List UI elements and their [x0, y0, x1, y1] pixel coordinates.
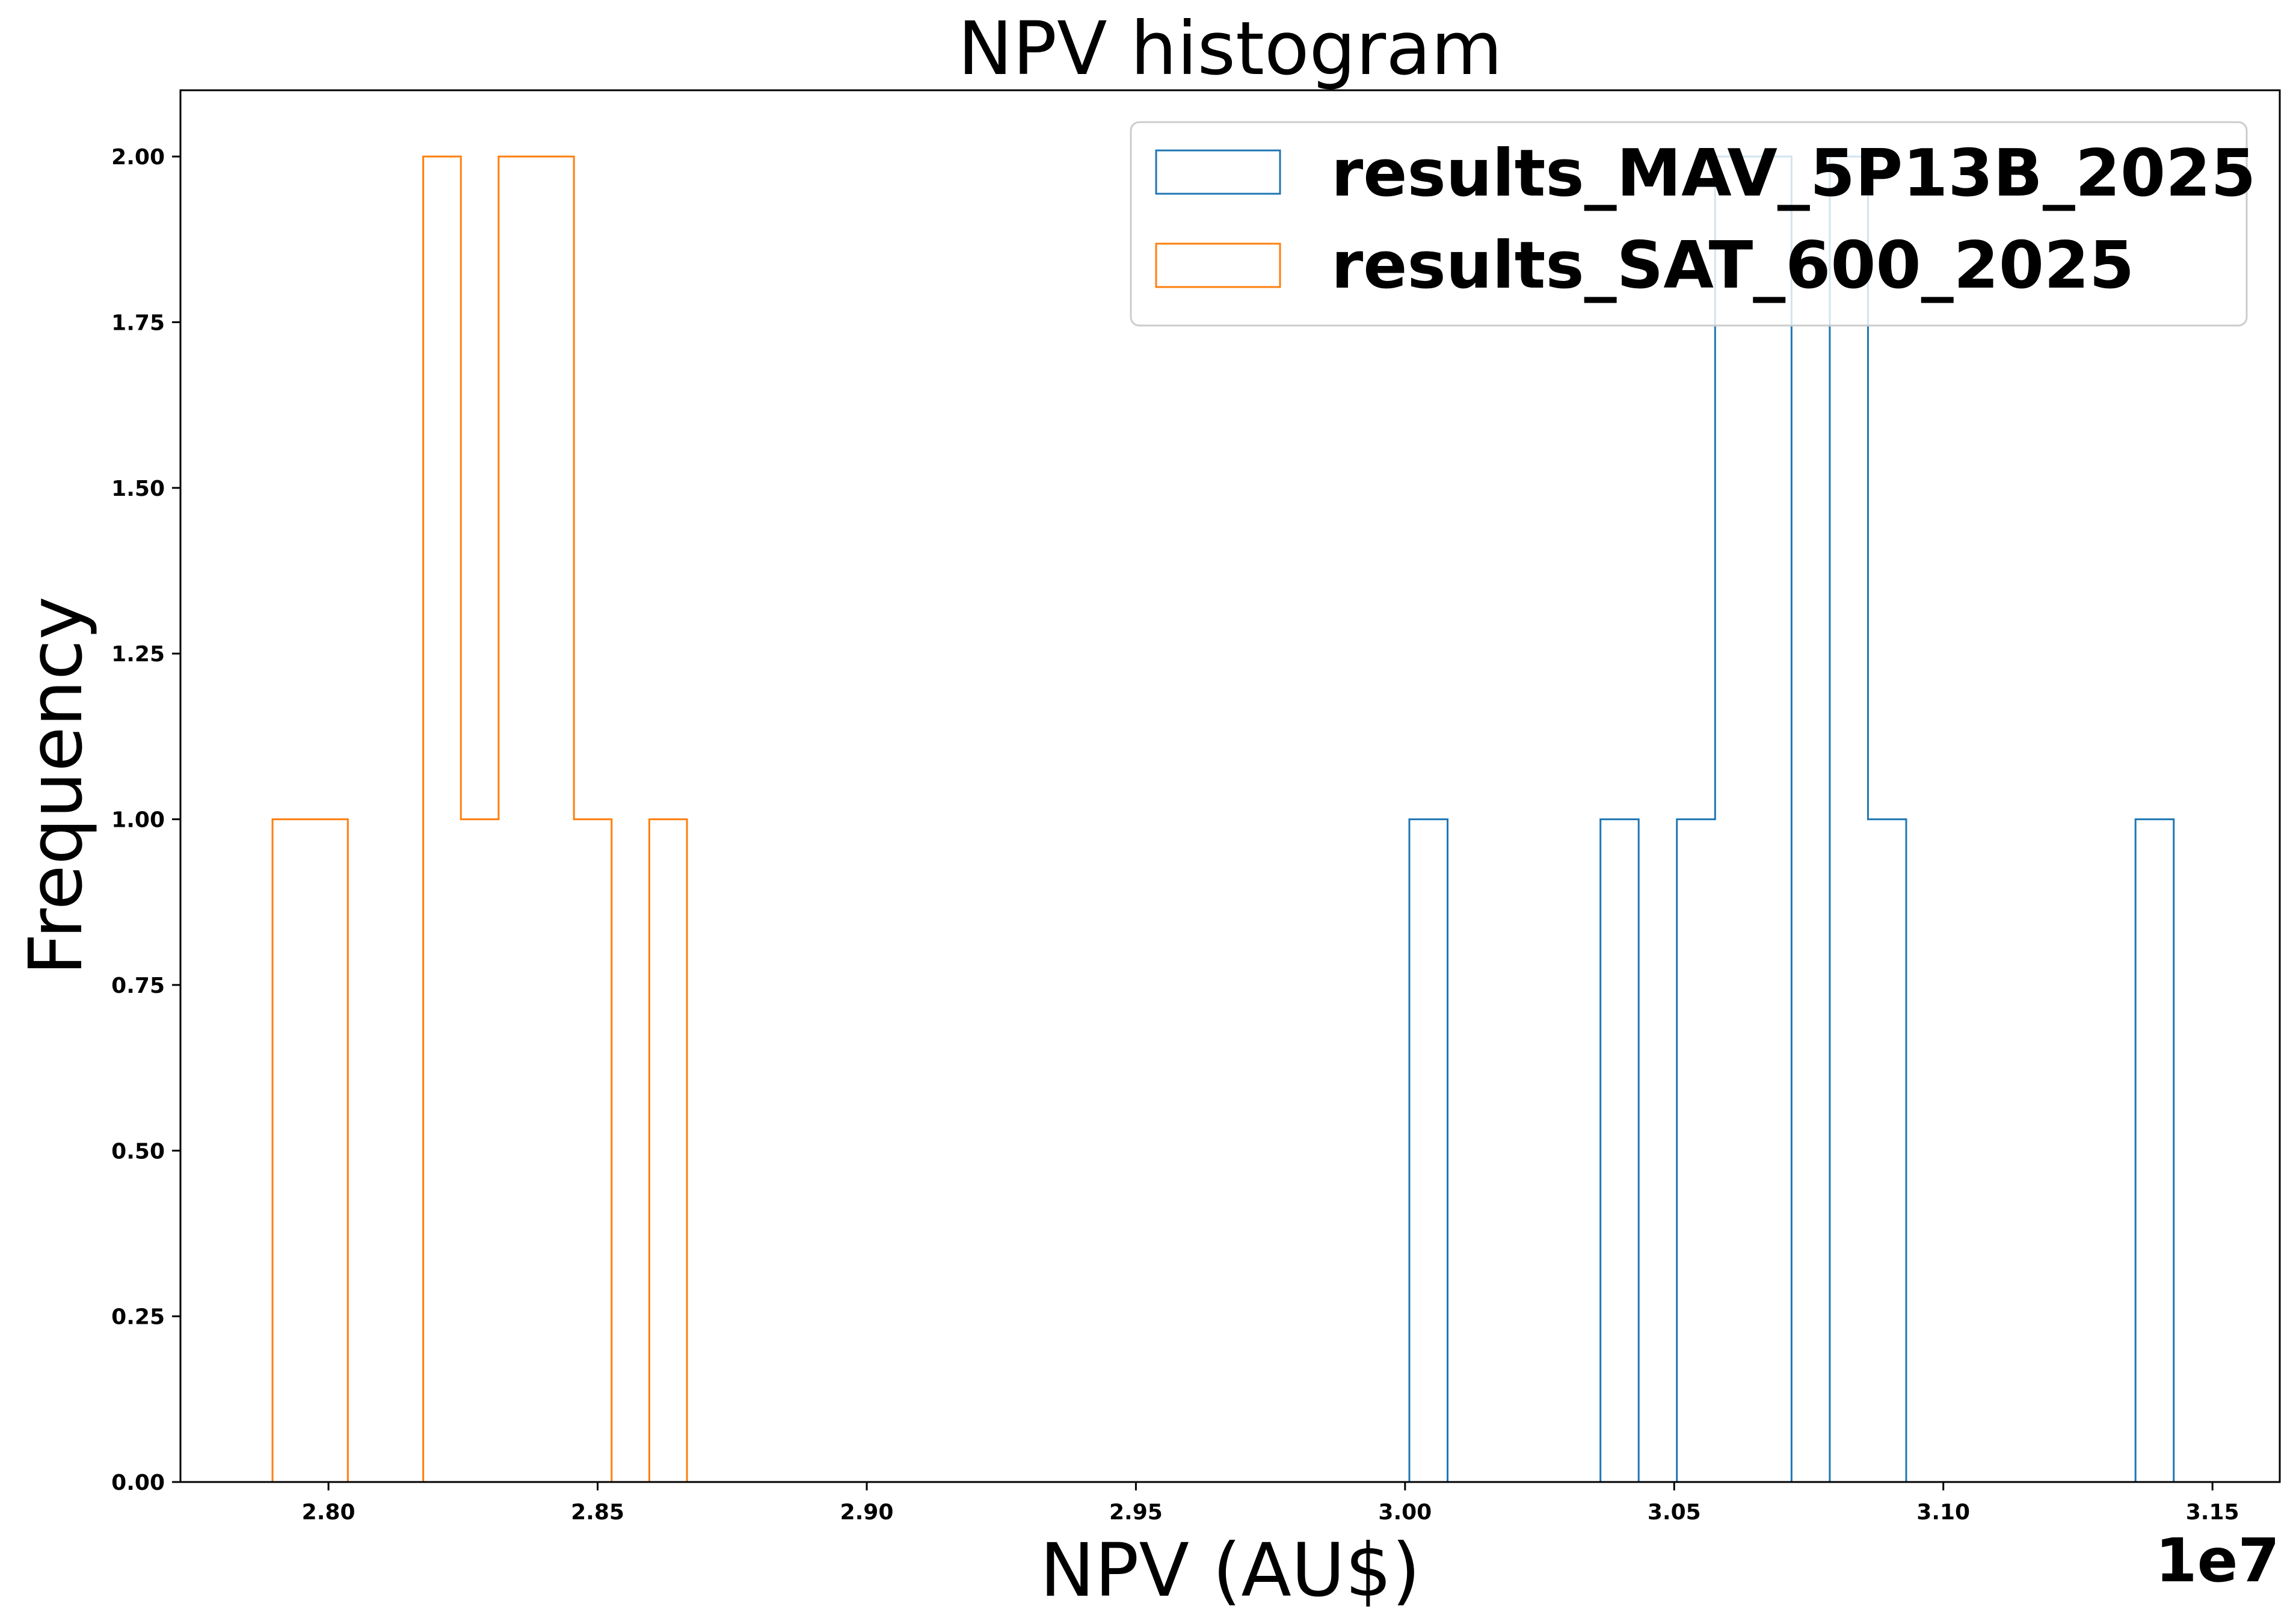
legend-swatch-sat: [1155, 242, 1281, 288]
y-tick-label: 1.25: [111, 642, 165, 667]
x-tick-label: 2.90: [840, 1500, 894, 1525]
y-axis-ticks: 0.00 0.25 0.50 0.75 1.00 1.25 1.50 1.75 2.00: [111, 145, 180, 1495]
y-tick-label: 2.00: [111, 145, 165, 170]
y-tick-label: 1.00: [111, 808, 165, 833]
y-tick-label: 0.25: [111, 1305, 165, 1330]
y-axis-label: Frequency: [13, 596, 99, 975]
plot-frame: [179, 89, 2281, 1483]
x-axis-ticks: 2.80 2.85 2.90 2.95 3.00 3.05 3.10 3.15: [302, 1482, 2239, 1525]
legend: results_MAV_5P13B_2025 results_SAT_600_2…: [1130, 121, 2256, 327]
x-tick-label: 3.10: [1916, 1500, 1970, 1525]
x-tick-label: 2.95: [1109, 1500, 1163, 1525]
x-tick-label: 3.05: [1648, 1500, 1701, 1525]
y-tick-label: 1.75: [111, 311, 165, 336]
legend-box: [1130, 121, 2248, 327]
x-axis-offset-label: 1e7: [2155, 1525, 2280, 1596]
chart-title: NPV histogram: [958, 6, 1503, 91]
y-tick-label: 0.00: [111, 1471, 165, 1495]
y-tick-label: 0.50: [111, 1139, 165, 1164]
legend-label-sat: results_SAT_600_2025: [1331, 228, 2134, 303]
y-tick-label: 0.75: [111, 974, 165, 998]
x-axis-label: NPV (AU$): [1040, 1528, 1421, 1613]
y-tick-label: 1.50: [111, 477, 165, 501]
legend-label-mav: results_MAV_5P13B_2025: [1331, 136, 2256, 211]
legend-swatch-mav: [1155, 149, 1281, 195]
x-tick-label: 2.85: [571, 1500, 624, 1525]
x-tick-label: 3.00: [1378, 1500, 1432, 1525]
x-tick-label: 3.15: [2186, 1500, 2239, 1525]
x-tick-label: 2.80: [302, 1500, 355, 1525]
